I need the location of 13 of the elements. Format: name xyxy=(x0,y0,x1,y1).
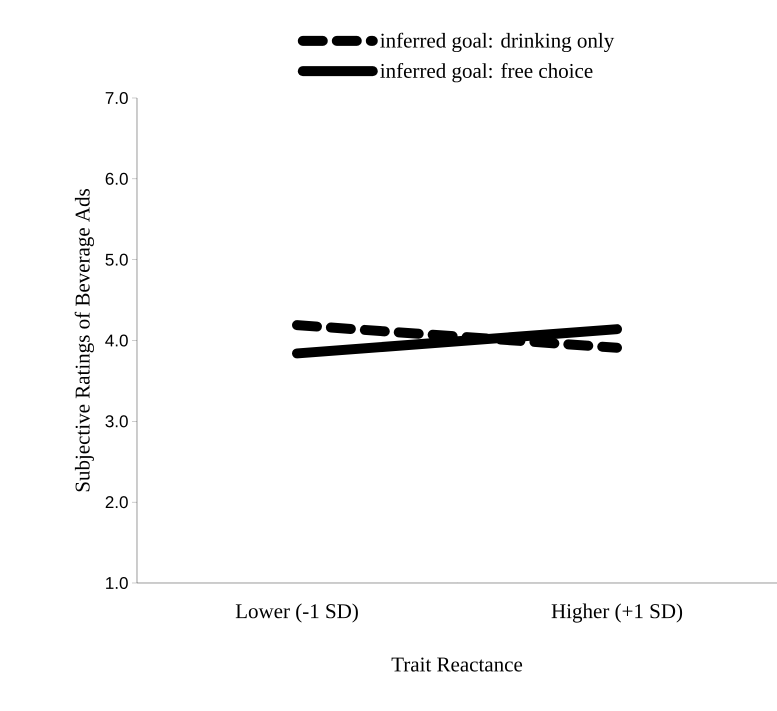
y-axis-title: Subjective Ratings of Beverage Ads xyxy=(74,189,94,492)
y-tick-label: 5.0 xyxy=(106,254,128,266)
y-tick-label: 7.0 xyxy=(106,92,128,104)
y-tick-label: 3.0 xyxy=(105,415,128,428)
y-tick-label: 4.0 xyxy=(105,334,128,347)
legend-label: inferred goal: free choice xyxy=(380,62,592,82)
x-tick-label: Lower (-1 SD) xyxy=(236,604,358,623)
legend-label: inferred goal: drinking only xyxy=(380,32,614,52)
x-tick-label: Higher (+1 SD) xyxy=(552,604,682,623)
x-axis-title: Trait Reactance xyxy=(392,657,522,672)
y-tick-label: 6.0 xyxy=(106,172,128,185)
y-tick-label: 1.0 xyxy=(106,576,128,590)
y-tick-label: 2.0 xyxy=(106,496,128,508)
